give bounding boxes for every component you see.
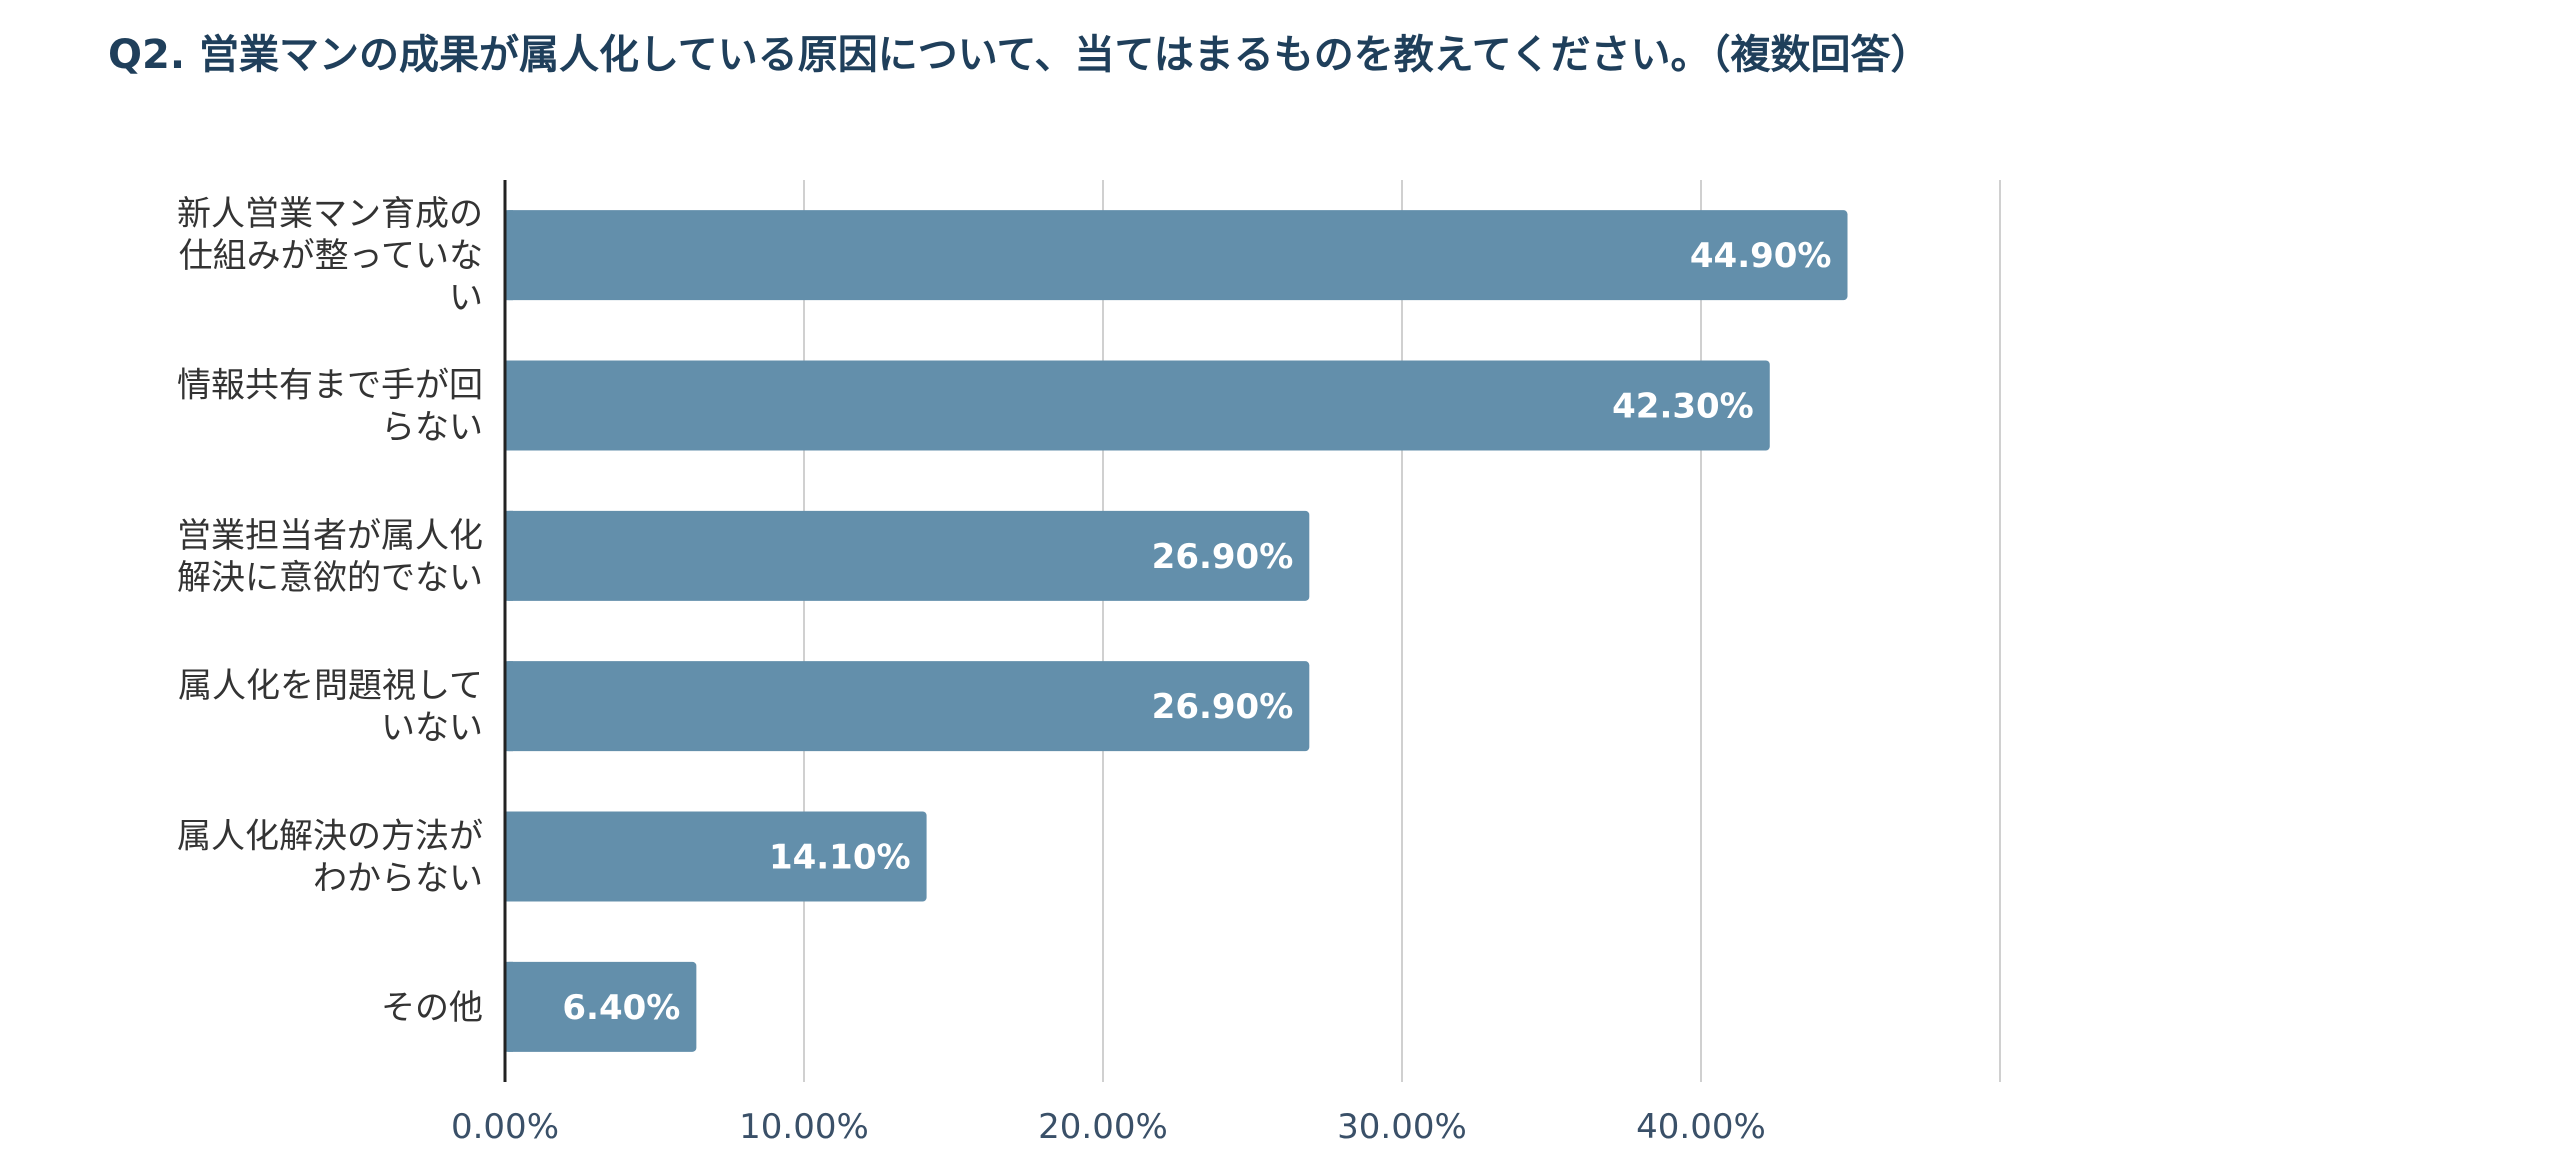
bar (505, 360, 1770, 451)
category-label: 情報共有まで手が回らない (177, 366, 483, 448)
x-tick-label: 30.00% (1337, 1107, 1467, 1147)
bar (505, 811, 927, 902)
bar (505, 961, 697, 1052)
category-label-line: いない (381, 708, 483, 748)
category-label: 属人化を問題視していない (178, 666, 483, 748)
grid-lines (803, 180, 2001, 1082)
x-tick-label: 20.00% (1038, 1107, 1168, 1147)
category-label-line: 新人営業マン育成の (177, 194, 483, 234)
bar-value-label: 14.10% (769, 838, 911, 878)
category-label-line: 営業担当者が属人化 (177, 516, 483, 556)
x-tick-label: 0.00% (451, 1107, 559, 1147)
bar (505, 510, 1310, 601)
bar (505, 661, 1310, 752)
bar-base (505, 811, 513, 902)
x-tick-label: 10.00% (739, 1107, 869, 1147)
category-label-line: らない (381, 408, 483, 448)
bar-base (505, 661, 513, 752)
category-label-line: 属人化を問題視して (178, 666, 483, 706)
bar-value-label: 26.90% (1152, 537, 1294, 577)
chart-title: Q2. 営業マンの成果が属人化している原因について、当てはまるものを教えてくださ… (108, 32, 1931, 78)
category-label-line: 属人化解決の方法が (177, 817, 483, 857)
bars (505, 210, 1848, 1052)
category-label-line: 情報共有まで手が回 (177, 366, 483, 406)
bar-value-label: 42.30% (1612, 387, 1754, 427)
category-label-line: その他 (381, 988, 483, 1028)
bar-base (505, 961, 513, 1052)
category-label-line: い (449, 278, 483, 318)
bar (505, 210, 1848, 301)
bar-value-label: 6.40% (562, 988, 680, 1028)
category-label: 新人営業マン育成の仕組みが整っていない (177, 194, 483, 318)
bar-base (505, 360, 513, 451)
bar-value-label: 44.90% (1690, 236, 1832, 276)
labels: 0.00% 10.00% 20.00% 30.00% 40.00% 44.90% 新人営業マ… (177, 194, 1832, 1147)
category-label: 営業担当者が属人化解決に意欲的でない (177, 516, 483, 598)
category-label-line: わからない (313, 859, 483, 899)
category-label-line: 仕組みが整っていな (179, 236, 483, 276)
bar-base (505, 210, 513, 301)
category-label: その他 (381, 988, 483, 1028)
bar-base (505, 510, 513, 601)
bar-value-label: 26.90% (1152, 687, 1294, 727)
category-label-line: 解決に意欲的でない (177, 558, 483, 598)
x-tick-label: 40.00% (1636, 1107, 1766, 1147)
category-label: 属人化解決の方法がわからない (177, 817, 483, 899)
